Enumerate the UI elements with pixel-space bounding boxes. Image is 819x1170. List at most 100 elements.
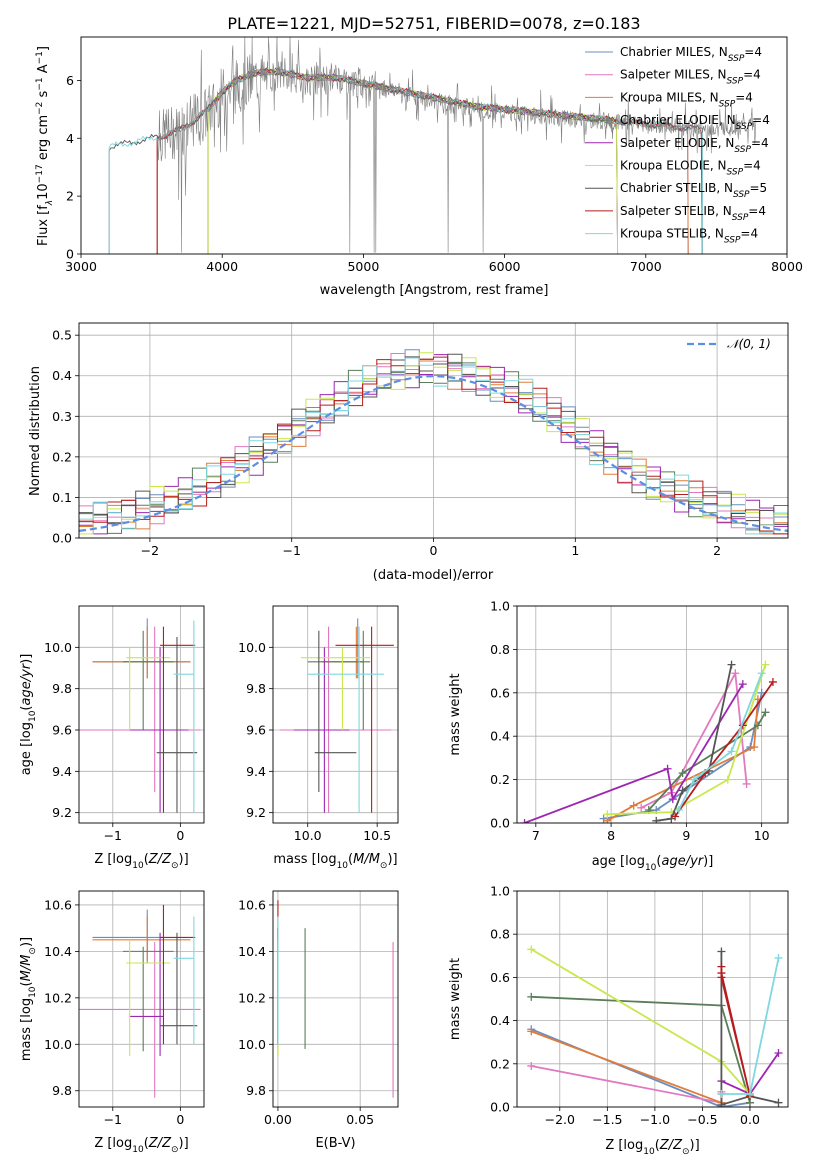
marker-salpeter_stelib [768,677,777,686]
x-tick-label: 2 [713,543,721,558]
x-axis-label: wavelength [Angstrom, rest frame] [320,283,549,298]
y-tick-label: 6 [66,73,74,88]
marker-chabrier_stelib [717,947,726,956]
marker-chabrier_stelib [774,1098,783,1107]
x-tick-label: 7 [532,828,540,843]
y-tick-label: 9.2 [246,805,266,820]
y-axis-label: mass weight [448,958,463,1040]
x-axis-label: age [log10(age/yr)] [592,854,714,873]
x-tick-label: 0 [176,1112,184,1127]
x-tick-label: 0.00 [264,1112,292,1127]
y-tick-label: 10.6 [44,897,72,912]
y-tick-label: 9.2 [52,805,72,820]
plot-area [279,618,394,813]
y-axis-label: Normed distribution [28,366,43,496]
marker-salpeter_miles [637,803,646,812]
series-line-kroupa_elodie [607,664,767,816]
marker-kroupa_miles [527,1027,536,1036]
x-tick-label: −1.0 [640,1112,670,1127]
x-tick-label: −2.0 [545,1112,575,1127]
marker-salpeter_elodie [774,1049,783,1057]
y-axis-label: age [log10(age/yr)] [19,654,38,776]
z-vs-mass-panel: −1 0 9.8 10.0 10.2 10.4 10.6 Z [log10(Z/Z⊙)] mas… [19,890,205,1155]
z-vs-weight-panel: −2.0 −1.5 −1.0 −0.5 0.0 0.0 0.2 0.4 0.6 0.8 1.0 Z [… [448,884,789,1157]
axes-frame [272,605,399,824]
x-tick-label: 8 [607,828,615,843]
y-tick-label: 9.4 [52,764,72,779]
y-tick-label: 1.0 [490,599,510,614]
marker-salpeter_miles [731,669,740,678]
x-axis-label: mass [log10(M/M⊙)] [273,852,397,871]
y-tick-label: 10.0 [238,1037,266,1052]
y-tick-label: 0.4 [490,729,510,744]
y-tick-label: 0.3 [52,409,72,424]
marker-kroupa_elodie [603,810,612,819]
y-tick-label: 0.0 [52,531,72,546]
y-axis-label: mass [log10(M/M⊙)] [19,937,38,1061]
figure-title: PLATE=1221, MJD=52751, FIBERID=0078, z=0… [227,14,640,33]
y-tick-label: 0.0 [490,1100,510,1115]
legend-label-normal: 𝒩(0, 1) [727,337,771,351]
y-tick-label: 0 [66,247,74,262]
marker-kroupa_stelib [674,805,683,814]
x-tick-label: 6000 [489,259,521,274]
y-tick-label: 0.6 [490,970,510,985]
x-tick-label: 1 [571,543,579,558]
x-tick-label: 7000 [630,259,662,274]
marker-kroupa_stelib [774,953,783,962]
series-line-chabrier_stelib [656,664,733,822]
marker-kroupa_miles [629,801,638,810]
axes-frame [516,890,789,1108]
hist-line-kroupa_stelib [79,357,788,535]
y-axis-label: Flux [fλ10−17 erg cm−2 s−1 A−1] [35,46,55,246]
x-tick-label: −1 [282,543,300,558]
y-tick-label: 10.0 [44,640,72,655]
y-tick-label: 10.2 [238,990,266,1005]
marker-chabrier_stelib [727,660,736,669]
spectrum-panel: 3000 4000 5000 6000 7000 8000 0 2 4 6 Chabrier MIL… [35,36,803,298]
marker-kroupa_stelib [727,747,736,756]
y-tick-label: 4 [66,131,74,146]
mass-vs-age-panel: 10.0 10.5 9.2 9.4 9.6 9.8 10.0 mass [log10(M/M⊙… [238,605,399,871]
y-tick-label: 10.0 [44,1037,72,1052]
legend-label-salpeter_elodie: Salpeter ELODIE, NSSP=4 [620,136,769,155]
axes-frame [78,890,205,1108]
series-line-kroupa_stelib [677,672,763,811]
y-tick-label: 0.1 [52,490,72,505]
x-tick-label: 10.0 [294,828,322,843]
marker-salpeter_miles [742,779,751,788]
marker-chabrier_elodie [527,992,536,1001]
x-axis-label: (data-model)/error [373,568,494,583]
marker-salpeter_stelib [671,812,680,821]
marker-salpeter_stelib [717,969,726,978]
marker-chabrier_elodie [761,708,770,717]
legend-label-salpeter_miles: Salpeter MILES, NSSP=4 [620,68,761,87]
axes-frame [80,36,788,255]
age-vs-weight-panel: 7 8 9 10 0.0 0.2 0.4 0.6 0.8 1.0 age [log10(age/yr… [448,599,789,873]
normal-curve [79,375,788,532]
model-line-kroupa_stelib [108,68,703,254]
plot-area [277,900,394,1098]
marker-chabrier_elodie [753,721,762,730]
x-axis-label: Z [log10(Z/Z⊙)] [94,852,188,871]
y-tick-label: 2 [66,189,74,204]
ebv-vs-mass-panel: 0.00 0.05 9.8 10.0 10.2 10.4 10.6 E(B-V) [238,890,399,1151]
plot-area [527,945,783,1107]
y-tick-label: 10.2 [44,990,72,1005]
marker-kroupa_elodie [527,945,536,954]
x-tick-label: 0 [176,828,184,843]
y-tick-label: 10.4 [44,944,72,959]
hist-line-salpeter_stelib [79,356,788,535]
y-tick-label: 9.8 [52,681,72,696]
series-line-salpeter_elodie [524,683,744,823]
plot-area [79,618,201,813]
y-tick-label: 0.0 [490,816,510,831]
marker-salpeter_elodie [738,680,747,689]
y-tick-label: 0.8 [490,642,510,657]
marker-salpeter_elodie [663,764,672,773]
plot-area [108,37,757,254]
x-tick-label: −1 [104,828,122,843]
x-tick-label: −1 [104,1112,122,1127]
y-tick-label: 9.4 [246,764,266,779]
legend-label-salpeter_stelib: Salpeter STELIB, NSSP=4 [620,204,766,223]
